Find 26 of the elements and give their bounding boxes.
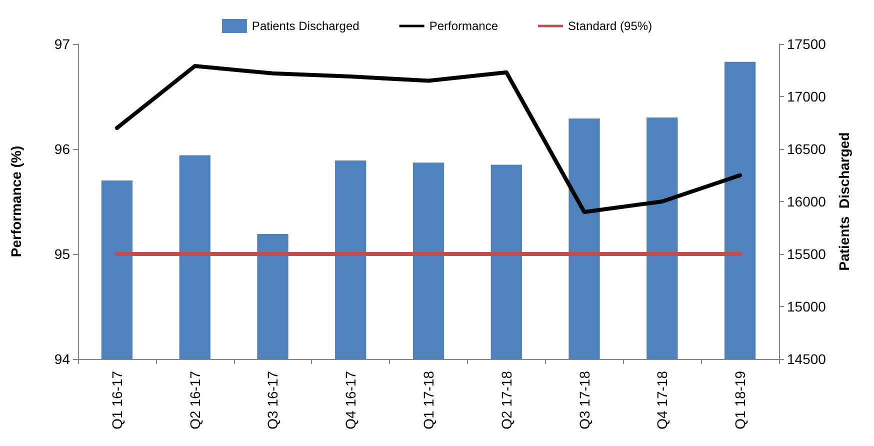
x-tick-label: Q1 17-18 (420, 370, 436, 430)
x-tick-label: Q3 17-18 (576, 370, 592, 430)
y2-axis-title: Patients Discharged (836, 132, 852, 271)
y-tick-label: 97 (54, 36, 70, 52)
y2-tick-label: 16000 (787, 194, 826, 210)
legend-label: Performance (429, 19, 498, 33)
y2-tick-label: 15500 (787, 246, 826, 262)
y2-tick-label: 17000 (787, 88, 826, 104)
line-series (114, 64, 742, 214)
legend-label: Patients Discharged (252, 19, 360, 33)
x-tick-label: Q3 16-17 (264, 370, 281, 430)
x-tick-label: Q4 16-17 (342, 370, 359, 430)
x-tick-label: Q1 16-17 (108, 370, 125, 430)
y-axis-title: Performance (%) (8, 146, 24, 258)
y2-tick-label: 14500 (787, 351, 826, 367)
y-tick-label: 95 (54, 246, 70, 262)
y2-tick-label: 17500 (787, 36, 826, 52)
y-tick-label: 96 (54, 141, 70, 157)
y-tick-label: 94 (54, 351, 70, 367)
y2-tick-label: 16500 (787, 141, 826, 157)
x-tick-label: Q1 18-19 (732, 370, 748, 430)
legend-label: Standard (95%) (568, 19, 652, 33)
x-tick-label: Q4 17-18 (654, 370, 670, 430)
x-tick-label: Q2 16-17 (186, 370, 203, 430)
y2-tick-label: 15000 (787, 298, 826, 314)
x-tick-label: Q2 17-18 (498, 370, 514, 430)
